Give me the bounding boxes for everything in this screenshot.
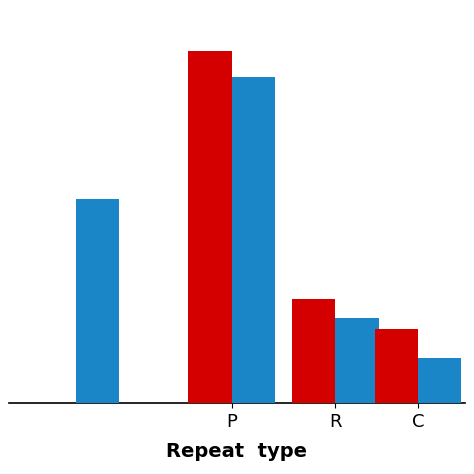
Bar <box>188 51 232 403</box>
Bar <box>232 77 275 403</box>
Bar <box>292 299 335 403</box>
Bar <box>374 329 418 403</box>
Bar <box>418 358 461 403</box>
Bar <box>76 199 119 403</box>
X-axis label: Repeat  type: Repeat type <box>166 442 308 461</box>
Bar <box>335 318 379 403</box>
